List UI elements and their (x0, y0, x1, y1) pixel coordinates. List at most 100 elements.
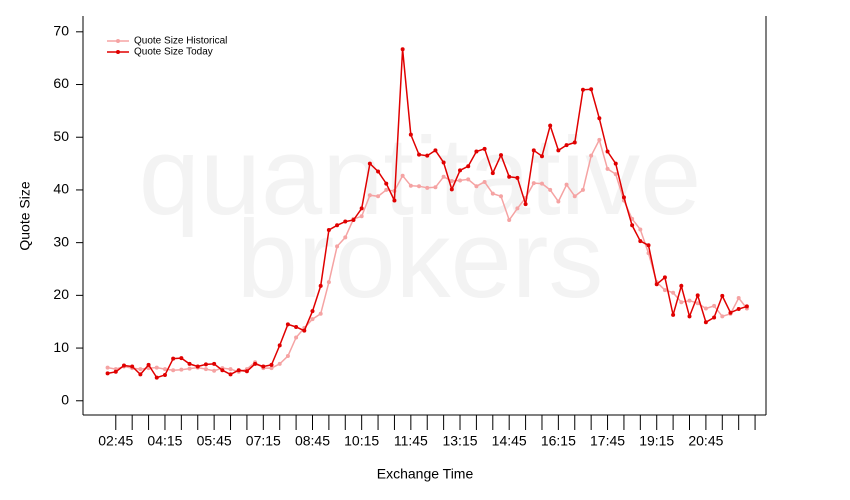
x-axis-label: Exchange Time (377, 466, 474, 482)
point (580, 87, 585, 92)
point (638, 227, 643, 232)
point (376, 194, 381, 199)
point (556, 148, 561, 153)
point (736, 307, 741, 312)
point (154, 375, 159, 380)
point (121, 363, 126, 368)
point (171, 368, 176, 373)
x-tick-label: 20:45 (688, 433, 723, 449)
x-tick-label: 05:45 (197, 433, 232, 449)
point (236, 368, 241, 373)
point (654, 282, 659, 287)
point (589, 153, 594, 158)
x-tick-label: 17:45 (590, 433, 625, 449)
point (269, 366, 274, 371)
y-tick-label: 20 (53, 286, 69, 302)
y-tick-label: 40 (53, 181, 69, 197)
y-tick-label: 50 (53, 128, 69, 144)
point (326, 227, 331, 232)
point (539, 154, 544, 159)
point (630, 223, 635, 228)
point (498, 153, 503, 158)
x-tick-label: 14:45 (492, 433, 527, 449)
point (548, 123, 553, 128)
point (302, 328, 307, 333)
point (113, 369, 118, 374)
point (498, 194, 503, 199)
point (138, 372, 143, 377)
point (449, 187, 454, 192)
point (712, 315, 717, 320)
x-tick-label: 08:45 (295, 433, 330, 449)
point (146, 362, 151, 367)
point (687, 314, 692, 319)
x-tick-label: 11:45 (394, 433, 428, 449)
point (458, 178, 463, 183)
point (720, 314, 725, 319)
point (671, 290, 676, 295)
point (408, 183, 413, 188)
x-tick-label: 02:45 (98, 433, 133, 449)
point (376, 169, 381, 174)
point (539, 181, 544, 186)
point (671, 312, 676, 317)
legend-label: Quote Size Today (134, 47, 213, 58)
point (695, 293, 700, 298)
point (695, 301, 700, 306)
y-axis-label: Quote Size (17, 181, 33, 250)
point (105, 371, 110, 376)
point (482, 146, 487, 151)
point (531, 181, 536, 186)
point (744, 304, 749, 309)
point (203, 362, 208, 367)
point (171, 356, 176, 361)
point (720, 293, 725, 298)
point (736, 295, 741, 300)
point (105, 365, 110, 370)
point (244, 369, 249, 374)
point (212, 361, 217, 366)
point (318, 311, 323, 316)
point (162, 372, 167, 377)
point (138, 367, 143, 372)
point (359, 206, 364, 211)
point (294, 335, 299, 340)
point (310, 309, 315, 314)
y-tick-label: 10 (53, 339, 69, 355)
point (359, 214, 364, 219)
legend-label: Quote Size Historical (134, 36, 227, 47)
point (613, 172, 618, 177)
point (605, 149, 610, 154)
x-tick-label: 13:15 (442, 433, 477, 449)
point (392, 198, 397, 203)
point (548, 187, 553, 192)
point (294, 324, 299, 329)
point (728, 310, 733, 315)
x-tick-label: 07:15 (246, 433, 281, 449)
point (318, 283, 323, 288)
point (515, 206, 520, 211)
point (466, 177, 471, 182)
watermark: quantitative (139, 115, 702, 238)
point (425, 185, 430, 190)
point (220, 368, 225, 373)
point (490, 171, 495, 176)
point (367, 161, 372, 166)
point (572, 194, 577, 199)
x-tick-label: 04:15 (147, 433, 182, 449)
point (712, 303, 717, 308)
point (515, 175, 520, 180)
point (646, 243, 651, 248)
point (285, 353, 290, 358)
point (326, 280, 331, 285)
point (474, 184, 479, 189)
point (285, 322, 290, 327)
point (531, 148, 536, 153)
point (433, 185, 438, 190)
point (384, 187, 389, 192)
point (441, 160, 446, 165)
legend-marker (116, 39, 120, 43)
x-tick-label: 10:15 (344, 433, 379, 449)
